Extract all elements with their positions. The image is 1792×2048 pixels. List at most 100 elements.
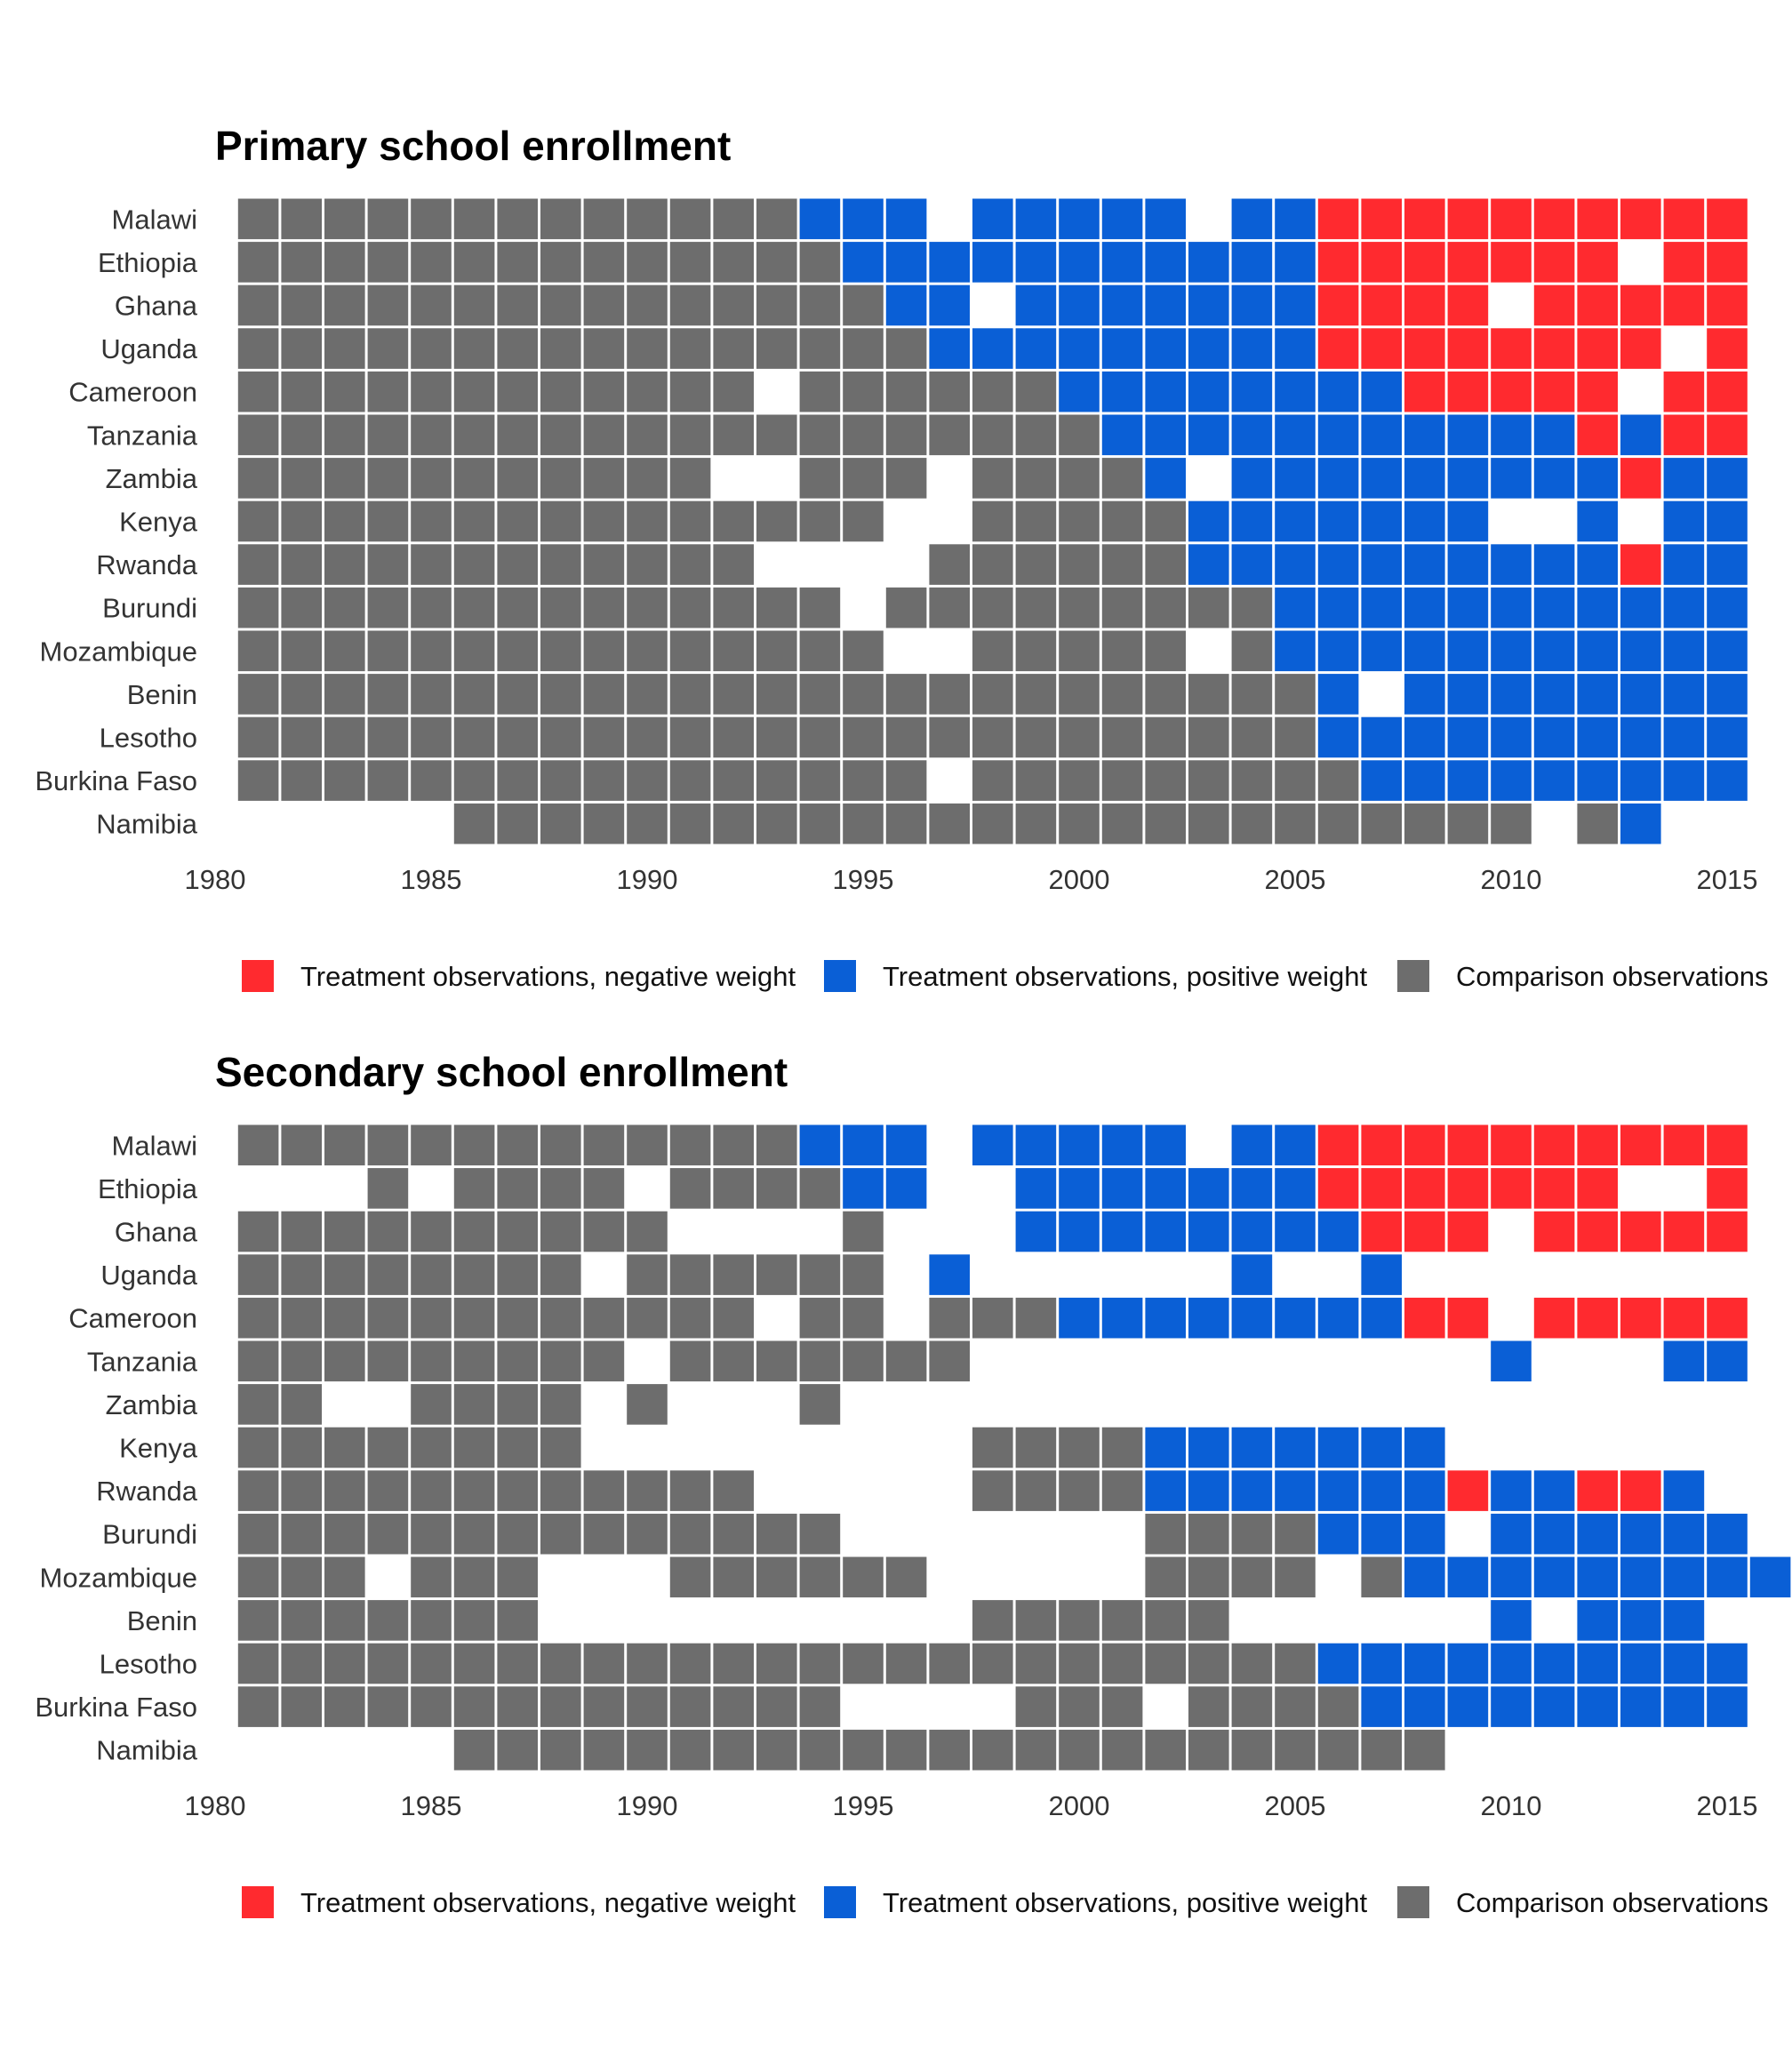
cell-kenya-1985 [411, 1428, 452, 1468]
cell-uganda-2007 [1361, 1254, 1402, 1295]
cell-ghana-2001 [1102, 1212, 1143, 1252]
cell-burkina-faso-2004 [1232, 760, 1273, 801]
cell-ghana-2015 [1707, 1212, 1748, 1252]
cell-ghana-1994 [800, 285, 841, 326]
cell-benin-2001 [1102, 674, 1143, 715]
cell-mozambique-1993 [756, 631, 797, 672]
cell-lesotho-2002 [1145, 717, 1186, 758]
cell-rwanda-2009 [1448, 1470, 1489, 1511]
cell-burkina-faso-2009 [1448, 1686, 1489, 1727]
cell-mozambique-1995 [843, 631, 884, 672]
cell-mozambique-2014 [1664, 631, 1705, 672]
cell-burundi-2012 [1577, 1514, 1618, 1555]
cell-tanzania-1995 [843, 415, 884, 456]
cell-tanzania-2013 [1620, 415, 1661, 456]
cell-burkina-faso-2013 [1620, 1686, 1661, 1727]
cell-ghana-2005 [1275, 285, 1316, 326]
cell-burkina-faso-1988 [540, 760, 581, 801]
cell-burundi-1994 [800, 588, 841, 628]
cell-malawi-2013 [1620, 199, 1661, 240]
cell-benin-2006 [1318, 674, 1359, 715]
cell-lesotho-2010 [1491, 717, 1532, 758]
cell-rwanda-2012 [1577, 544, 1618, 585]
cell-benin-2013 [1620, 1600, 1661, 1641]
cell-lesotho-2003 [1188, 717, 1229, 758]
x-tick-label-1980: 1980 [185, 864, 246, 895]
cell-benin-1992 [713, 674, 754, 715]
cell-burundi-2000 [1059, 588, 1100, 628]
legend: Treatment observations, negative weight … [242, 960, 1769, 992]
cell-mozambique-1996 [886, 1557, 927, 1598]
cell-tanzania-1993 [756, 415, 797, 456]
cell-zambia-1986 [454, 458, 495, 499]
cell-mozambique-2002 [1145, 631, 1186, 672]
cell-uganda-2000 [1059, 328, 1100, 369]
cell-cameroon-2011 [1534, 372, 1575, 412]
cell-uganda-1988 [540, 328, 581, 369]
cell-ghana-1985 [411, 285, 452, 326]
cell-uganda-1986 [454, 328, 495, 369]
cell-malawi-1998 [972, 1125, 1013, 1166]
cell-tanzania-1981 [238, 1341, 279, 1382]
country-label-ghana: Ghana [115, 1217, 198, 1248]
cell-malawi-2001 [1102, 199, 1143, 240]
cell-ethiopia-2010 [1491, 1168, 1532, 1209]
cell-namibia-2008 [1404, 1730, 1445, 1771]
cell-mozambique-1987 [497, 1557, 538, 1598]
cell-tanzania-2010 [1491, 415, 1532, 456]
cell-kenya-1986 [454, 501, 495, 542]
cell-rwanda-2015 [1707, 544, 1748, 585]
cell-ghana-2001 [1102, 285, 1143, 326]
cell-ethiopia-2015 [1707, 242, 1748, 283]
cell-rwanda-2006 [1318, 544, 1359, 585]
cell-benin-1993 [756, 674, 797, 715]
cell-kenya-2003 [1188, 501, 1229, 542]
cell-benin-1996 [886, 674, 927, 715]
cell-uganda-1982 [281, 1254, 322, 1295]
country-label-benin: Benin [127, 1605, 197, 1636]
cell-ghana-1988 [540, 1212, 581, 1252]
cell-zambia-1994 [800, 458, 841, 499]
cell-burkina-faso-2009 [1448, 760, 1489, 801]
cell-malawi-1995 [843, 199, 884, 240]
cell-benin-1998 [972, 674, 1013, 715]
cell-ethiopia-2003 [1188, 242, 1229, 283]
cell-mozambique-1981 [238, 631, 279, 672]
cell-lesotho-1987 [497, 717, 538, 758]
cell-ghana-2003 [1188, 1212, 1229, 1252]
cell-mozambique-1990 [627, 631, 668, 672]
cell-uganda-1997 [929, 328, 970, 369]
cell-malawi-1986 [454, 199, 495, 240]
cell-ethiopia-1992 [713, 242, 754, 283]
x-tick-label-1980: 1980 [185, 1790, 246, 1821]
cell-zambia-1995 [843, 458, 884, 499]
cell-malawi-1991 [670, 199, 711, 240]
cell-malawi-2000 [1059, 1125, 1100, 1166]
cell-namibia-1994 [800, 804, 841, 844]
cell-mozambique-1992 [713, 631, 754, 672]
cell-uganda-1993 [756, 328, 797, 369]
cell-mozambique-1988 [540, 631, 581, 672]
country-label-uganda: Uganda [100, 1260, 197, 1291]
cell-cameroon-2014 [1664, 1298, 1705, 1339]
cell-kenya-2002 [1145, 501, 1186, 542]
cell-rwanda-2005 [1275, 1470, 1316, 1511]
cell-cameroon-2012 [1577, 1298, 1618, 1339]
cell-malawi-2012 [1577, 199, 1618, 240]
cell-tanzania-2008 [1404, 415, 1445, 456]
cell-cameroon-1994 [800, 1298, 841, 1339]
cell-uganda-2009 [1448, 328, 1489, 369]
cell-zambia-2015 [1707, 458, 1748, 499]
cell-cameroon-1986 [454, 372, 495, 412]
cell-uganda-2012 [1577, 328, 1618, 369]
cell-zambia-1990 [627, 458, 668, 499]
cell-namibia-2003 [1188, 804, 1229, 844]
cell-mozambique-2005 [1275, 631, 1316, 672]
cell-cameroon-1988 [540, 372, 581, 412]
cell-ghana-2003 [1188, 285, 1229, 326]
cell-namibia-2012 [1577, 804, 1618, 844]
cell-ghana-2011 [1534, 1212, 1575, 1252]
x-tick-label-2010: 2010 [1481, 864, 1542, 895]
cell-zambia-1982 [281, 458, 322, 499]
